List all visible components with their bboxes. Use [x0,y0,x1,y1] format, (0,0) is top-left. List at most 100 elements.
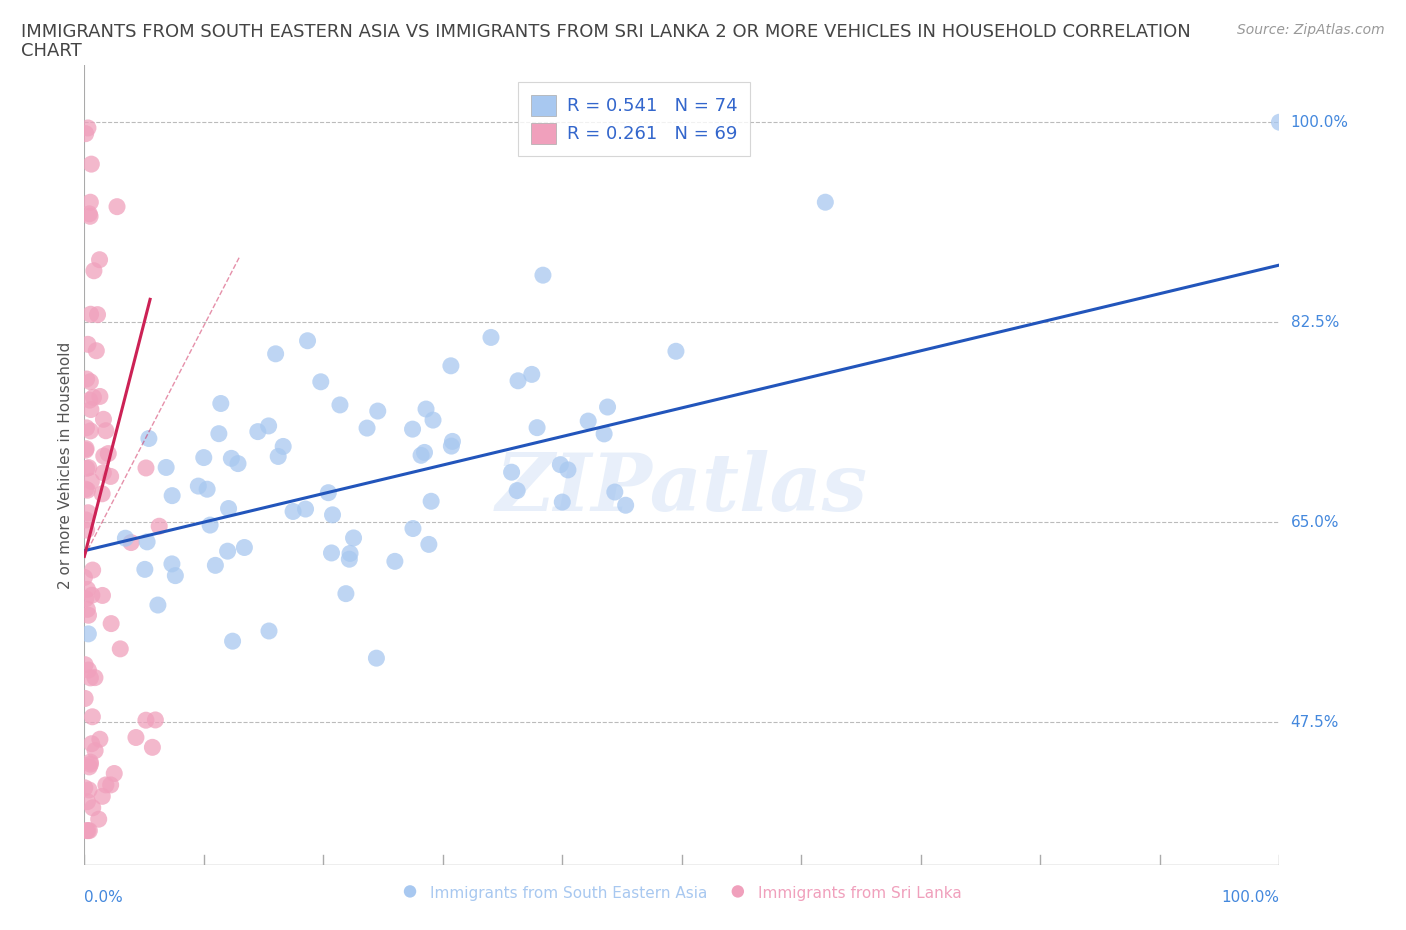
Point [420,494,443,509]
Point [84,671,107,685]
Point [80,156,103,171]
Point [198,518,221,533]
Point [103,766,125,781]
Point [551,495,574,510]
Point [114,531,136,546]
Point [135,460,157,475]
Point [79,307,101,322]
Point [221,633,243,648]
Text: Source: ZipAtlas.com: Source: ZipAtlas.com [1237,23,1385,37]
Point [217,544,239,559]
Point [136,535,159,550]
Point [135,712,157,727]
Point [76,582,98,597]
Text: 65.0%: 65.0% [1291,514,1339,529]
Point [76,461,98,476]
Point [77,608,100,623]
Point [413,445,436,459]
Point [520,367,543,382]
Point [155,460,177,475]
Point [76,794,98,809]
Text: 47.5%: 47.5% [1291,714,1339,729]
Point [87,812,110,827]
Point [557,462,579,477]
Point [86,307,108,322]
Text: IMMIGRANTS FROM SOUTH EASTERN ASIA VS IMMIGRANTS FROM SRI LANKA 2 OR MORE VEHICL: IMMIGRANTS FROM SOUTH EASTERN ASIA VS IM… [21,23,1191,41]
Legend: Immigrants from South Eastern Asia, Immigrants from Sri Lanka: Immigrants from South Eastern Asia, Immi… [402,886,962,901]
Point [77,823,100,838]
Point [501,465,523,480]
Point [79,671,101,685]
Point [79,206,101,221]
Point [79,757,101,772]
Text: 100.0%: 100.0% [1291,114,1348,129]
Point [80,737,103,751]
Point [77,662,100,677]
Point [226,456,249,471]
Text: CHART: CHART [21,42,82,60]
Point [614,498,637,512]
Point [322,508,344,523]
Point [160,556,183,571]
Point [89,732,111,747]
Point [329,397,352,412]
Point [264,346,287,361]
Point [89,252,111,267]
Point [257,418,280,433]
Point [91,789,114,804]
Point [531,268,554,283]
Point [76,602,98,617]
Point [506,373,529,388]
Point [91,486,114,501]
Point [77,760,100,775]
Point [75,691,97,706]
Point [91,588,114,603]
Point [146,598,169,613]
Point [603,485,626,499]
Point [479,330,502,345]
Point [402,521,425,536]
Point [76,823,98,838]
Point [83,263,105,278]
Point [342,530,364,545]
Point [82,801,104,816]
Text: ZIPatlas: ZIPatlas [496,450,868,527]
Point [93,448,115,463]
Point [160,488,183,503]
Point [75,126,97,141]
Point [77,460,100,475]
Point [82,710,104,724]
Point [318,485,340,500]
Text: 0.0%: 0.0% [84,890,124,905]
Point [110,642,132,657]
Point [100,617,122,631]
Point [86,343,108,358]
Point [77,627,100,642]
Point [125,730,148,745]
Point [441,434,464,449]
Point [506,484,529,498]
Point [77,782,100,797]
Point [141,740,163,755]
Point [80,474,103,489]
Point [233,540,256,555]
Point [120,535,142,550]
Point [271,439,294,454]
Text: 82.5%: 82.5% [1291,314,1339,329]
Point [93,465,115,480]
Point [145,712,167,727]
Point [246,424,269,439]
Point [366,651,388,666]
Point [73,780,96,795]
Point [440,439,463,454]
Point [814,194,837,209]
Point [80,588,103,603]
Point [93,412,115,427]
Point [148,519,170,534]
Point [75,443,97,458]
Point [209,396,232,411]
Point [75,441,97,456]
Point [526,420,548,435]
Point [100,777,122,792]
Point [79,374,101,389]
